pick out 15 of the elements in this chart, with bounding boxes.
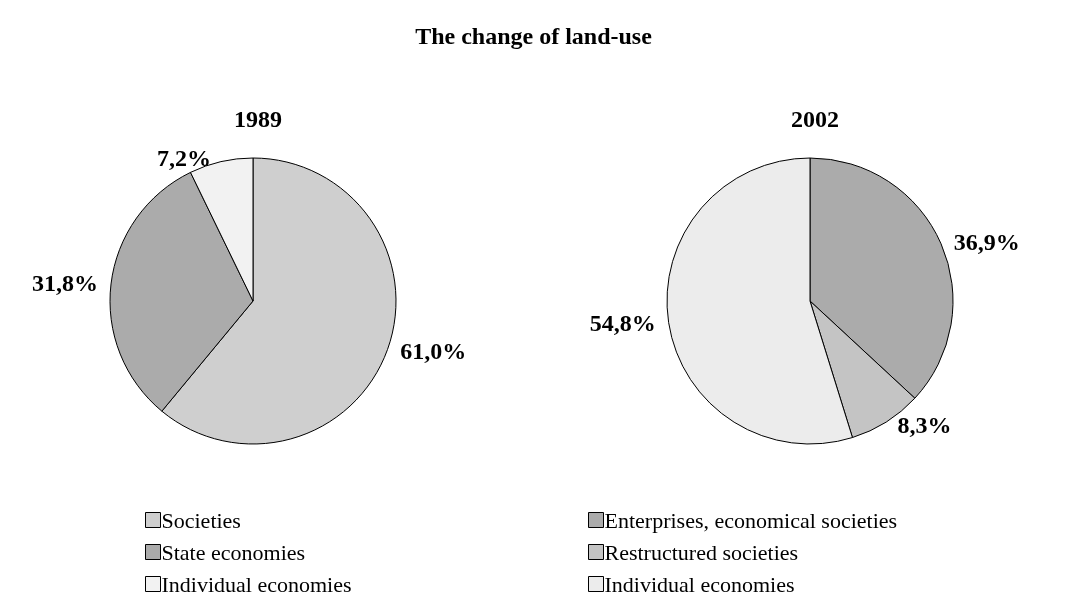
data-label: 31,8% bbox=[32, 270, 99, 297]
data-label: 8,3% bbox=[897, 412, 952, 439]
legend-label: Individual economies bbox=[604, 571, 795, 597]
data-label: 36,9% bbox=[953, 229, 1020, 256]
legend-label: Societies bbox=[161, 507, 241, 533]
data-label: 61,0% bbox=[400, 337, 467, 364]
legend-label: Enterprises, economical societies bbox=[604, 507, 898, 533]
data-label: 7,2% bbox=[157, 144, 212, 171]
legend-label: Individual economies bbox=[161, 571, 352, 597]
chart-title: 1989 bbox=[234, 106, 282, 132]
legend-label: Restructured societies bbox=[604, 539, 799, 565]
chart-title: 2002 bbox=[791, 106, 839, 132]
data-label: 54,8% bbox=[589, 310, 656, 337]
text: The change of land-use bbox=[415, 22, 652, 50]
legend-label: State economies bbox=[161, 539, 306, 565]
